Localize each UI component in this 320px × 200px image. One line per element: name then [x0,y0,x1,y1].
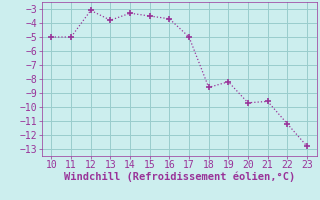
X-axis label: Windchill (Refroidissement éolien,°C): Windchill (Refroidissement éolien,°C) [64,172,295,182]
